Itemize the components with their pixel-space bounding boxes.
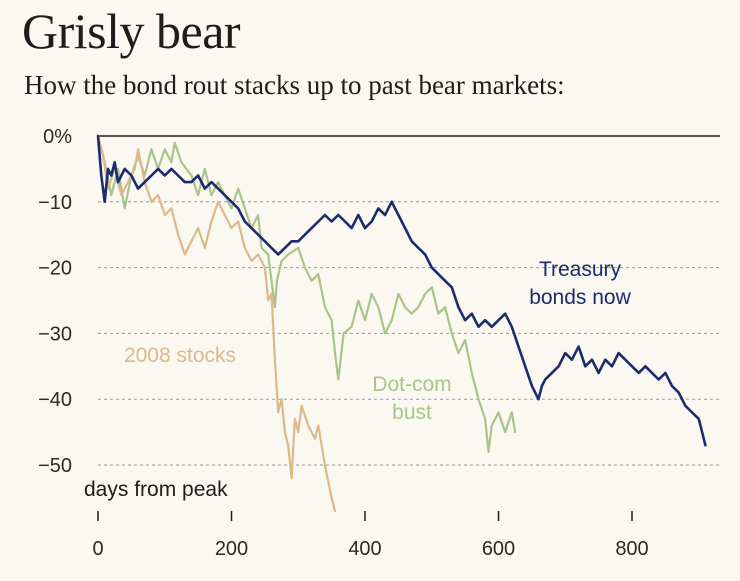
y-tick-label: 0% bbox=[43, 126, 72, 148]
y-tick-label: −20 bbox=[38, 258, 72, 280]
series-label-line: 2008 stocks bbox=[124, 344, 236, 367]
series-label-line: Treasury bbox=[539, 258, 622, 281]
gridlines bbox=[98, 135, 720, 466]
series-line-dot-com-bust bbox=[96, 134, 517, 453]
x-axis: 0 200 400 600 800 days from peak bbox=[84, 478, 649, 560]
series-label-dot-com-bust: Dot-com bust bbox=[372, 373, 451, 424]
y-tick-label: −40 bbox=[38, 389, 72, 411]
series-label-line: Dot-com bbox=[372, 373, 451, 396]
chart-title: Grisly bear bbox=[22, 3, 241, 59]
series-label-line: bust bbox=[392, 401, 432, 424]
x-tick-label: 400 bbox=[348, 538, 381, 560]
series-label-2008-stocks: 2008 stocks bbox=[124, 344, 236, 367]
y-axis-labels: 0% −10 −20 −30 −40 −50 bbox=[38, 126, 72, 477]
series-lines bbox=[96, 134, 707, 513]
x-tick-label: 200 bbox=[215, 538, 248, 560]
annotations: Dot-com bust 2008 stocks Treasury bonds now bbox=[124, 258, 632, 424]
y-tick-label: −10 bbox=[38, 192, 72, 214]
series-line-treasury-bonds-now bbox=[96, 134, 707, 447]
y-tick-label: −50 bbox=[38, 455, 72, 477]
series-line-2008-stocks bbox=[96, 134, 337, 513]
x-axis-label: days from peak bbox=[84, 478, 228, 501]
series-label-line: bonds now bbox=[529, 286, 631, 309]
chart-subtitle: How the bond rout stacks up to past bear… bbox=[24, 70, 565, 100]
x-tick-label: 600 bbox=[482, 538, 515, 560]
x-tick-label: 0 bbox=[92, 538, 103, 560]
y-tick-label: −30 bbox=[38, 323, 72, 345]
x-tick-label: 800 bbox=[615, 538, 648, 560]
series-label-treasury-bonds-now: Treasury bonds now bbox=[529, 258, 631, 309]
